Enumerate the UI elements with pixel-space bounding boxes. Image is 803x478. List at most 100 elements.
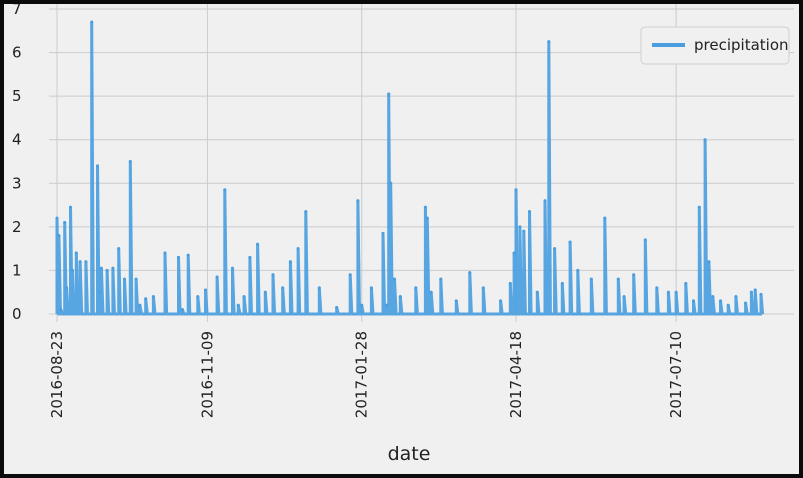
data-point [236, 303, 240, 307]
data-point [231, 266, 235, 270]
data-point [522, 229, 526, 233]
data-point [335, 305, 339, 309]
data-point [117, 247, 121, 251]
data-point [242, 295, 246, 299]
data-point [263, 290, 267, 294]
data-point [163, 251, 167, 255]
y-tick-label: 4 [12, 131, 22, 149]
data-point [128, 160, 132, 163]
data-point [111, 266, 115, 270]
data-point [508, 282, 512, 285]
x-axis-ticks: 2016-08-23 2016-11-09 2017-01-28 2017-04-18… [48, 331, 685, 418]
data-point [528, 210, 532, 214]
data-point [134, 277, 138, 281]
legend: precipitation [640, 26, 790, 65]
data-point [223, 188, 227, 192]
data-point [703, 138, 707, 142]
data-point [59, 308, 63, 312]
series-line-precipitation [55, 20, 765, 316]
data-point [256, 242, 260, 246]
data-point [393, 277, 397, 281]
y-tick-label: 6 [12, 44, 22, 62]
data-point [568, 240, 572, 244]
data-point [369, 286, 373, 290]
data-point [589, 277, 593, 281]
x-tick-label: 2017-07-10 [667, 331, 685, 418]
data-point [439, 277, 443, 281]
data-point [734, 295, 738, 299]
y-tick-label: 5 [12, 87, 22, 105]
data-point [622, 295, 626, 299]
data-point [543, 199, 547, 203]
series-group [55, 20, 765, 316]
data-point [96, 164, 100, 168]
data-point [749, 290, 753, 294]
data-point [123, 277, 127, 281]
data-point [385, 303, 389, 307]
data-point [514, 188, 518, 192]
legend-box [640, 26, 790, 65]
data-point [248, 255, 252, 259]
data-point [759, 292, 763, 296]
data-point [454, 299, 458, 303]
data-point [348, 273, 352, 277]
data-point [151, 295, 155, 299]
data-point [560, 282, 564, 285]
data-point [425, 216, 429, 220]
data-point [753, 288, 757, 292]
x-axis-label: date [388, 443, 431, 465]
data-point [655, 286, 659, 290]
y-tick-label: 2 [12, 218, 22, 236]
data-point [576, 268, 580, 272]
data-point [666, 290, 670, 294]
data-point [57, 234, 61, 238]
data-point [74, 251, 78, 255]
data-point [512, 251, 516, 255]
data-point [215, 275, 219, 279]
data-point [138, 303, 142, 307]
data-point [144, 297, 148, 301]
data-point [63, 221, 67, 224]
data-point [97, 290, 101, 294]
data-point [55, 216, 59, 220]
data-point [281, 286, 285, 290]
x-tick-label: 2017-04-18 [507, 331, 525, 418]
data-point [616, 277, 620, 281]
plot-area [4, 4, 799, 474]
data-point [381, 231, 385, 235]
data-point [547, 40, 551, 44]
data-point [518, 225, 522, 229]
data-point [711, 295, 715, 299]
data-point [196, 295, 200, 299]
data-point [707, 260, 711, 264]
data-point [553, 247, 557, 251]
data-point [180, 308, 184, 312]
data-point [632, 273, 636, 277]
data-point [691, 299, 695, 303]
data-point [65, 286, 69, 290]
data-point [389, 181, 393, 185]
y-axis-ticks: 0 1 2 3 4 5 6 7 [12, 4, 22, 323]
data-point [481, 286, 485, 290]
data-point [535, 290, 539, 294]
data-point [387, 92, 391, 96]
y-tick-label: 7 [12, 4, 22, 18]
data-point [697, 205, 701, 209]
data-point [90, 20, 94, 24]
data-point [69, 205, 73, 209]
data-point [304, 210, 308, 214]
data-point [99, 266, 103, 270]
data-point [186, 253, 190, 257]
data-point [70, 268, 74, 272]
data-point [288, 260, 292, 264]
data-point [718, 299, 722, 303]
y-tick-label: 3 [12, 174, 22, 192]
data-point [499, 299, 503, 303]
data-point [684, 282, 688, 285]
data-point [204, 288, 208, 292]
y-tick-label: 1 [12, 261, 22, 279]
data-point [78, 260, 82, 264]
data-point [177, 255, 181, 259]
